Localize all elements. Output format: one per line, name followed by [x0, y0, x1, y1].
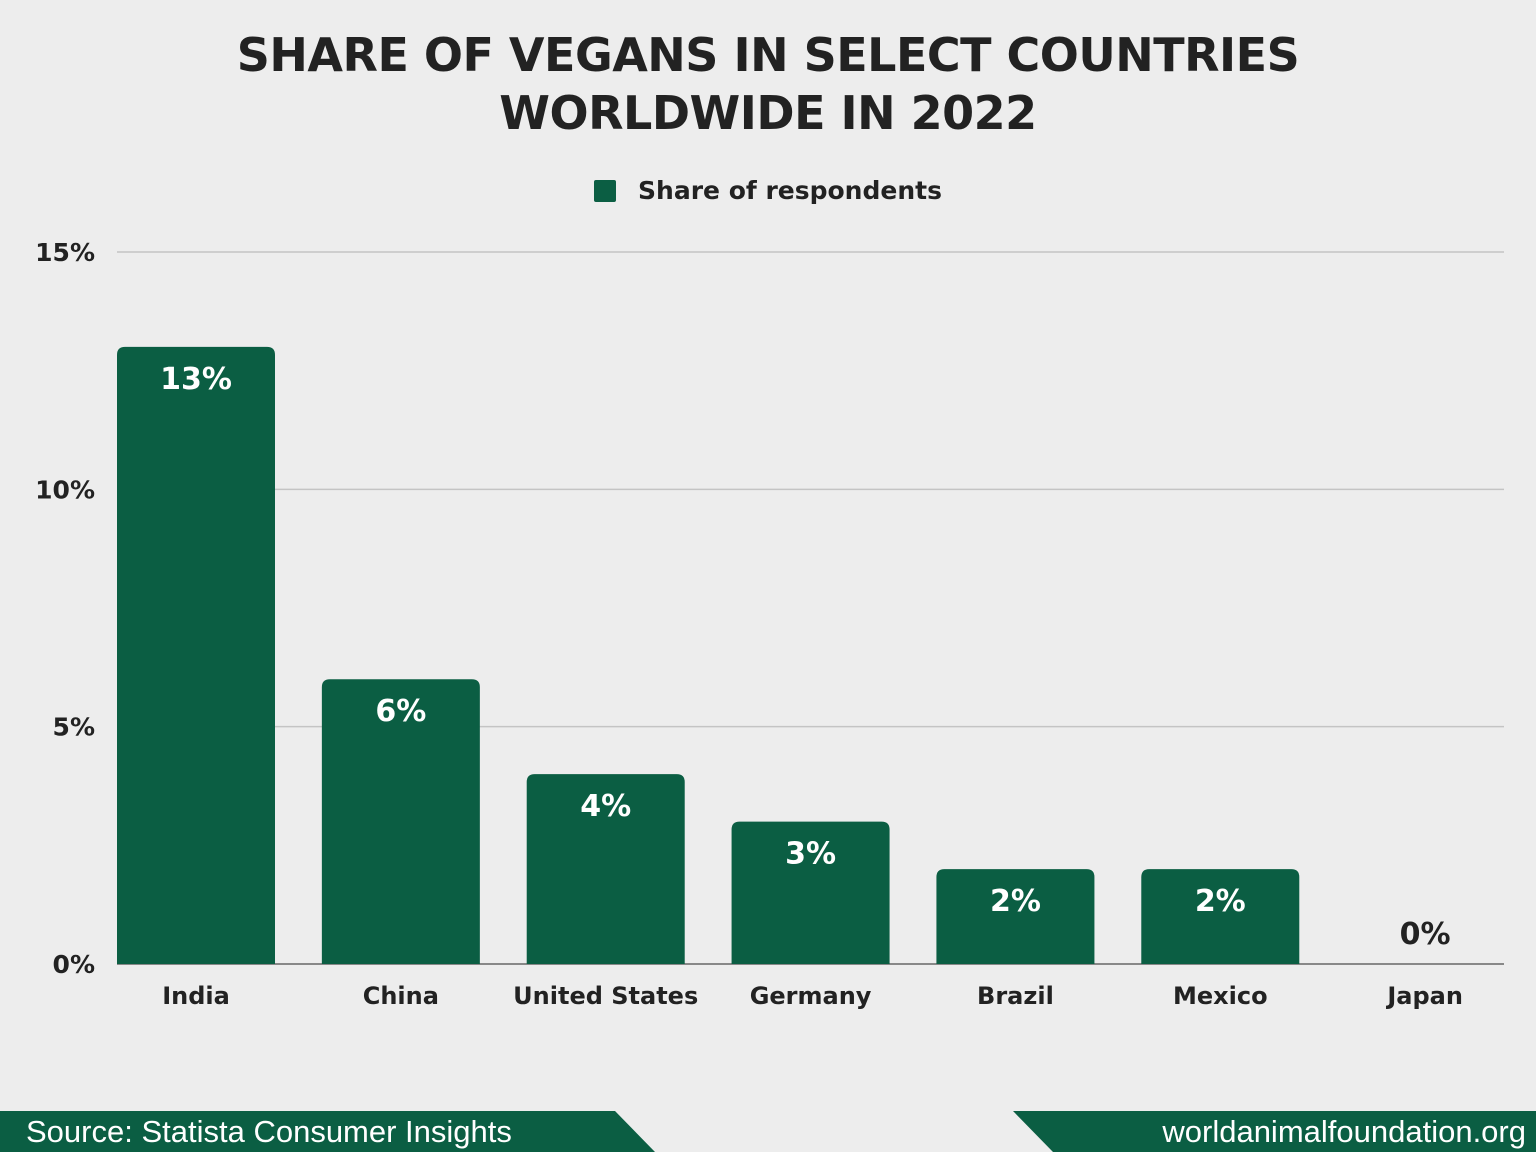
chart-title: SHARE OF VEGANS IN SELECT COUNTRIES WORL… — [0, 26, 1536, 142]
x-tick-label: United States — [513, 982, 698, 1010]
x-tick-label: China — [363, 982, 439, 1010]
footer-band-right — [1013, 1111, 1536, 1152]
data-label: 3% — [785, 837, 836, 872]
data-label: 2% — [990, 884, 1041, 919]
legend: Share of respondents — [0, 176, 1536, 205]
title-line-1: SHARE OF VEGANS IN SELECT COUNTRIES — [236, 28, 1300, 82]
y-tick-label: 5% — [53, 713, 95, 742]
data-label: 2% — [1195, 884, 1246, 919]
y-tick-label: 15% — [35, 238, 95, 267]
y-tick-label: 10% — [35, 475, 95, 504]
x-tick-label: Germany — [750, 982, 872, 1010]
bar — [321, 679, 480, 964]
title-line-2: WORLDWIDE IN 2022 — [499, 86, 1037, 140]
legend-swatch — [594, 179, 617, 202]
x-tick-label: Mexico — [1173, 982, 1268, 1010]
data-label: 13% — [160, 362, 232, 397]
bar — [117, 346, 275, 964]
x-tick-label: Brazil — [977, 982, 1054, 1010]
x-tick-label: India — [162, 982, 230, 1010]
data-label: 6% — [375, 694, 426, 729]
legend-label: Share of respondents — [638, 176, 942, 205]
y-tick-label: 0% — [53, 950, 95, 979]
data-label: 4% — [580, 789, 631, 824]
data-label: 0% — [1400, 917, 1451, 952]
bar — [526, 774, 685, 964]
footer-band-left — [0, 1111, 655, 1152]
bar — [1141, 869, 1300, 964]
bar — [731, 821, 890, 964]
site-link[interactable]: worldanimalfoundation.org — [1162, 1114, 1526, 1149]
x-tick-label: Japan — [1385, 982, 1463, 1010]
source-text: Source: Statista Consumer Insights — [26, 1114, 512, 1149]
bar — [936, 869, 1095, 964]
